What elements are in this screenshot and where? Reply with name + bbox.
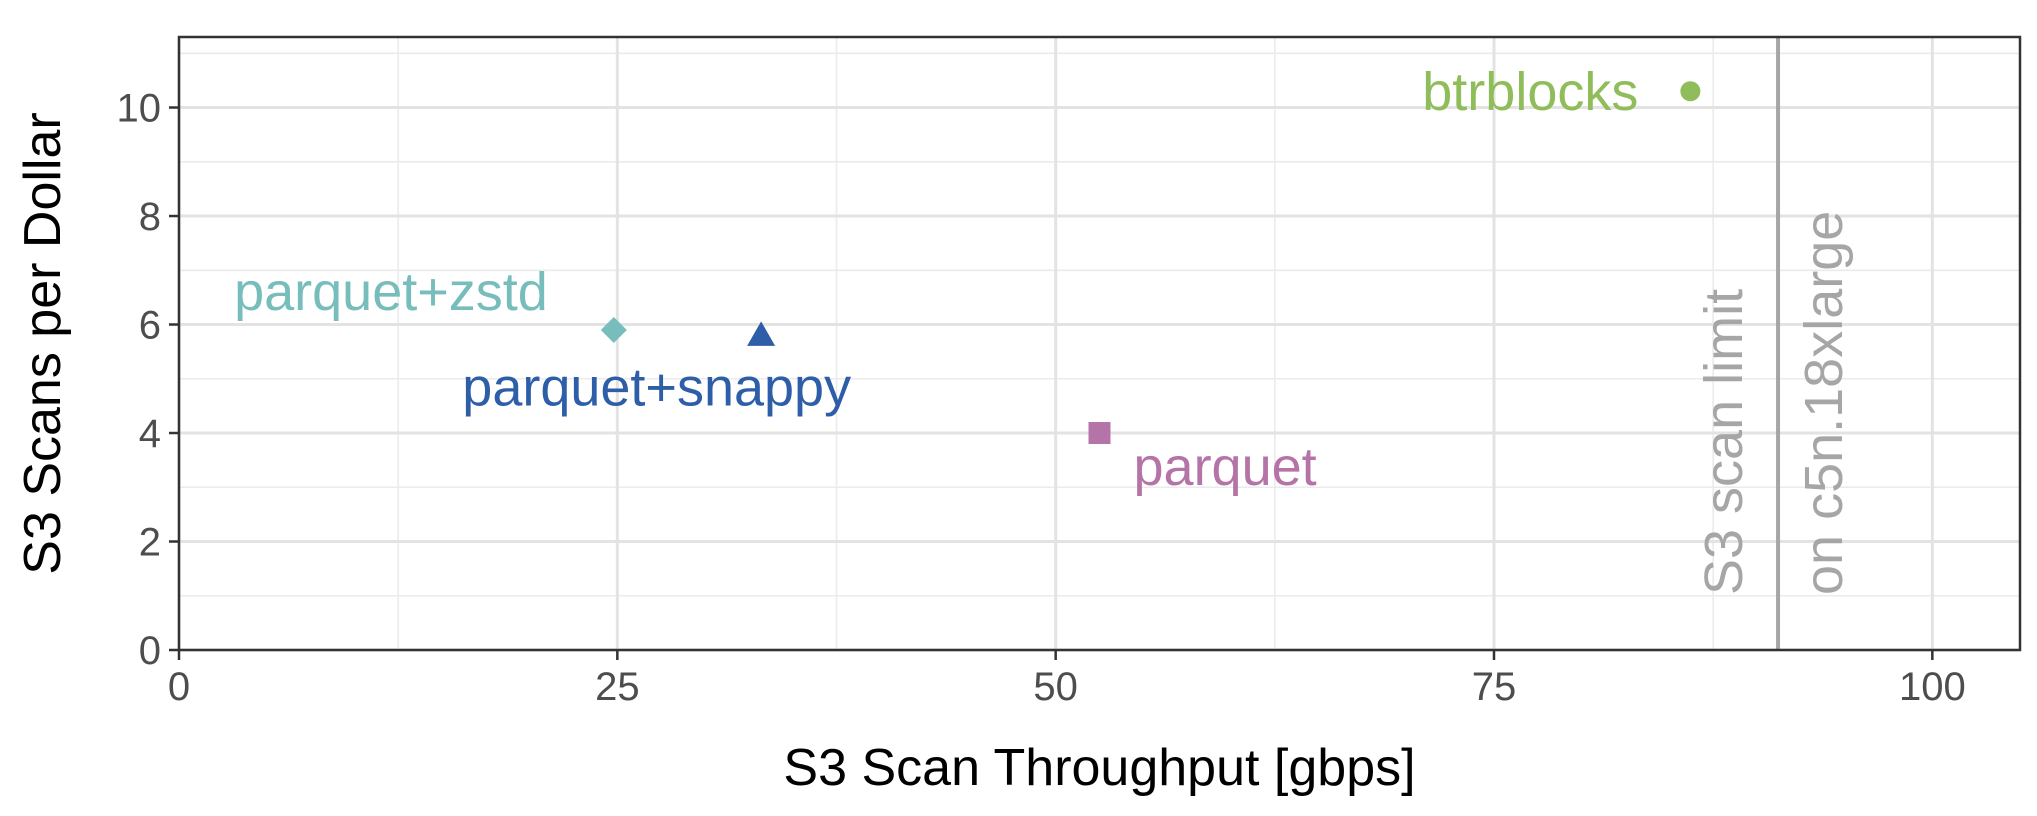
point-parquet-zstd (600, 316, 627, 343)
y-axis-title: S3 Scans per Dollar (14, 112, 72, 574)
point-btrblocks-label: btrblocks (1422, 62, 1638, 122)
reference-line-group: S3 scan limit on c5n.18xlarge (1694, 37, 1854, 650)
x-tick-label: 75 (1472, 665, 1517, 709)
y-tick-label: 4 (139, 412, 161, 456)
plot-panel-border (177, 35, 2022, 652)
y-tick-label: 0 (139, 629, 161, 673)
point-parquet (1088, 422, 1111, 445)
y-tick-label: 6 (139, 304, 161, 348)
reference-line-label: S3 scan limit (1694, 289, 1754, 595)
point-parquet-snappy-label: parquet+snappy (462, 357, 851, 417)
reference-line-label: on c5n.18xlarge (1794, 211, 1854, 595)
y-tick-label: 8 (139, 195, 161, 239)
point-labels: btrblocks parquet+zstd parquet+snappy parqu… (234, 62, 1638, 497)
axis-ticks: 0 25 50 75 100 0 2 4 6 8 10 (117, 87, 1966, 709)
x-tick-label: 25 (595, 665, 640, 709)
point-btrblocks (1680, 81, 1701, 102)
minor-gridlines (179, 37, 2020, 650)
y-tick-label: 10 (117, 87, 162, 131)
y-tick-label: 2 (139, 521, 161, 565)
point-parquet-snappy (747, 321, 776, 346)
point-parquet-label: parquet (1134, 437, 1317, 497)
x-tick-label: 100 (1899, 665, 1966, 709)
x-axis-title: S3 Scan Throughput [gbps] (783, 739, 1415, 797)
x-tick-label: 50 (1033, 665, 1078, 709)
data-points (600, 81, 1701, 445)
x-tick-label: 0 (168, 665, 190, 709)
point-parquet-zstd-label: parquet+zstd (234, 262, 548, 322)
